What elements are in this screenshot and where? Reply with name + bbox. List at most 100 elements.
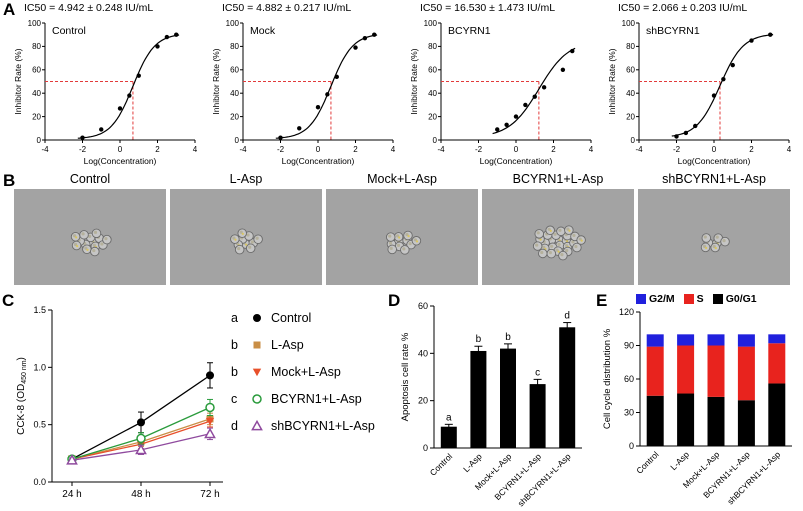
microscopy-image [14, 189, 166, 285]
svg-text:60: 60 [626, 66, 635, 75]
svg-text:4: 4 [787, 145, 792, 154]
microscopy-image [638, 189, 790, 285]
significance-letter: d [231, 418, 238, 433]
cellcycle-legend-item: S [683, 293, 704, 305]
legend-label: G2/M [649, 293, 675, 305]
svg-text:Log(Concentration): Log(Concentration) [480, 156, 553, 166]
legend-swatch-icon [636, 294, 646, 304]
significance-letter: a [231, 310, 238, 325]
svg-text:0: 0 [712, 145, 717, 154]
microscopy-label: L-Asp [229, 172, 263, 186]
dose-chart-control: -4 -2 0 2 4 0 20 40 60 80 100 Control Inhibitor Rate… [12, 17, 210, 167]
svg-text:60: 60 [418, 301, 428, 311]
svg-text:L-Asp: L-Asp [668, 449, 691, 472]
svg-text:1.5: 1.5 [33, 305, 46, 315]
cellcycle-panel: G2/M S G0/G1 0 30 60 90 120 Control L-Asp Mock+L-… [600, 292, 796, 506]
svg-text:2: 2 [155, 145, 160, 154]
svg-text:4: 4 [193, 145, 198, 154]
svg-text:-2: -2 [79, 145, 87, 154]
svg-text:Log(Concentration): Log(Concentration) [84, 156, 157, 166]
microscopy-image [482, 189, 634, 285]
legend-marker-icon [253, 313, 261, 322]
svg-text:80: 80 [32, 42, 41, 51]
svg-text:20: 20 [418, 396, 428, 406]
svg-text:2: 2 [749, 145, 754, 154]
svg-text:0: 0 [37, 136, 42, 145]
svg-text:90: 90 [624, 341, 634, 351]
legend-marker-icon [252, 368, 262, 376]
svg-text:a: a [446, 412, 452, 423]
svg-text:Apoptosis cell rate %: Apoptosis cell rate % [400, 332, 411, 421]
svg-text:CCK-8 (OD450 nm): CCK-8 (OD450 nm) [16, 357, 28, 435]
svg-text:80: 80 [428, 42, 437, 51]
svg-text:Log(Concentration): Log(Concentration) [282, 156, 355, 166]
cellcycle-legend: G2/M S G0/G1 [636, 292, 796, 306]
svg-text:-2: -2 [673, 145, 681, 154]
panel-label-a: A [3, 0, 16, 19]
svg-text:-4: -4 [635, 145, 643, 154]
legend-item: b Mock+L-Asp [231, 358, 375, 385]
panel-label-b: B [3, 171, 16, 190]
svg-text:100: 100 [28, 19, 42, 28]
svg-text:80: 80 [626, 42, 635, 51]
legend-label: BCYRN1+L-Asp [271, 391, 362, 406]
microscopy-label: Mock+L-Asp [367, 172, 437, 186]
microscopy-label: BCYRN1+L-Asp [512, 172, 604, 186]
svg-text:40: 40 [626, 89, 635, 98]
svg-text:shBCYRN1+L-Asp: shBCYRN1+L-Asp [516, 451, 573, 508]
svg-text:20: 20 [230, 112, 239, 121]
dose-plot-control: IC50 = 4.942 ± 0.248 IU/mL -4 -2 0 2 4 0 20 40 6… [12, 2, 210, 167]
svg-text:Mock: Mock [250, 25, 276, 37]
svg-text:Control: Control [634, 449, 661, 476]
svg-text:20: 20 [428, 112, 437, 121]
microscopy-panel-shbcyrn1-lasp: shBCYRN1+L-Asp [638, 172, 790, 285]
panel-label-e: E [596, 291, 608, 310]
svg-text:40: 40 [32, 89, 41, 98]
dose-chart-shbcyrn1: -4 -2 0 2 4 0 20 40 60 80 100 shBCYRN1 Inhibitor Rat… [606, 17, 803, 167]
microscopy-label: Control [69, 172, 111, 186]
legend-marker-icon [253, 341, 261, 348]
svg-text:0.5: 0.5 [33, 420, 46, 430]
svg-text:0: 0 [316, 145, 321, 154]
svg-text:d: d [564, 311, 570, 322]
svg-text:2: 2 [551, 145, 556, 154]
svg-text:24 h: 24 h [62, 489, 81, 500]
cck8-panel: 0.0 0.5 1.0 1.5 24 h 48 h 72 h CCK-8 (OD450 nm)… [12, 292, 392, 508]
legend-label: S [696, 293, 704, 305]
svg-text:0.0: 0.0 [33, 477, 46, 487]
legend-item: a Control [231, 304, 375, 331]
cck8-legend: a Control b L-Asp b Mock+L-Asp c BCYRN1+L-Asp d s… [227, 292, 375, 508]
svg-text:60: 60 [428, 66, 437, 75]
svg-text:80: 80 [230, 42, 239, 51]
svg-text:60: 60 [624, 374, 634, 384]
svg-text:60: 60 [32, 66, 41, 75]
svg-text:c: c [535, 367, 540, 378]
svg-text:100: 100 [622, 19, 636, 28]
legend-label: G0/G1 [725, 293, 757, 305]
significance-letter: c [231, 391, 238, 406]
microscopy-image [326, 189, 478, 285]
svg-text:40: 40 [230, 89, 239, 98]
dose-plot-shbcyrn1: IC50 = 2.066 ± 0.203 IU/mL -4 -2 0 2 4 0 20 40 6… [606, 2, 803, 167]
legend-label: Mock+L-Asp [271, 364, 341, 379]
dose-response-row: IC50 = 4.942 ± 0.248 IU/mL -4 -2 0 2 4 0 20 40 6… [12, 2, 803, 167]
microscopy-panel-lasp: L-Asp [170, 172, 322, 285]
svg-text:Inhibitor Rate (%): Inhibitor Rate (%) [607, 48, 617, 114]
svg-text:shBCYRN1+L-Asp: shBCYRN1+L-Asp [725, 449, 782, 506]
apoptosis-chart: 0 20 40 60 a Control b L-Asp b Mock+L-Asp c BCYRN1+… [398, 294, 588, 508]
dose-plot-mock: IC50 = 4.882 ± 0.217 IU/mL -4 -2 0 2 4 0 20 40 6… [210, 2, 408, 167]
ic50-label: IC50 = 2.066 ± 0.203 IU/mL [618, 2, 748, 14]
cellcycle-legend-item: G0/G1 [712, 293, 757, 305]
svg-text:60: 60 [230, 66, 239, 75]
svg-text:120: 120 [619, 307, 634, 317]
svg-text:1.0: 1.0 [33, 362, 46, 372]
svg-text:40: 40 [418, 348, 428, 358]
dose-chart-bcyrn1: -4 -2 0 2 4 0 20 40 60 80 100 BCYRN1 Inhibitor Rate … [408, 17, 606, 167]
svg-text:BCYRN1: BCYRN1 [448, 25, 491, 37]
microscopy-panel-bcyrn1-lasp: BCYRN1+L-Asp [482, 172, 634, 285]
svg-text:20: 20 [32, 112, 41, 121]
microscopy-row: Control L-Asp Mock+L-Asp BCYRN1+L-Asp sh… [14, 172, 790, 285]
cellcycle-chart: 0 30 60 90 120 Control L-Asp Mock+L-Asp BCYRN1+L… [600, 306, 796, 506]
svg-text:b: b [505, 332, 511, 343]
svg-text:2: 2 [353, 145, 358, 154]
